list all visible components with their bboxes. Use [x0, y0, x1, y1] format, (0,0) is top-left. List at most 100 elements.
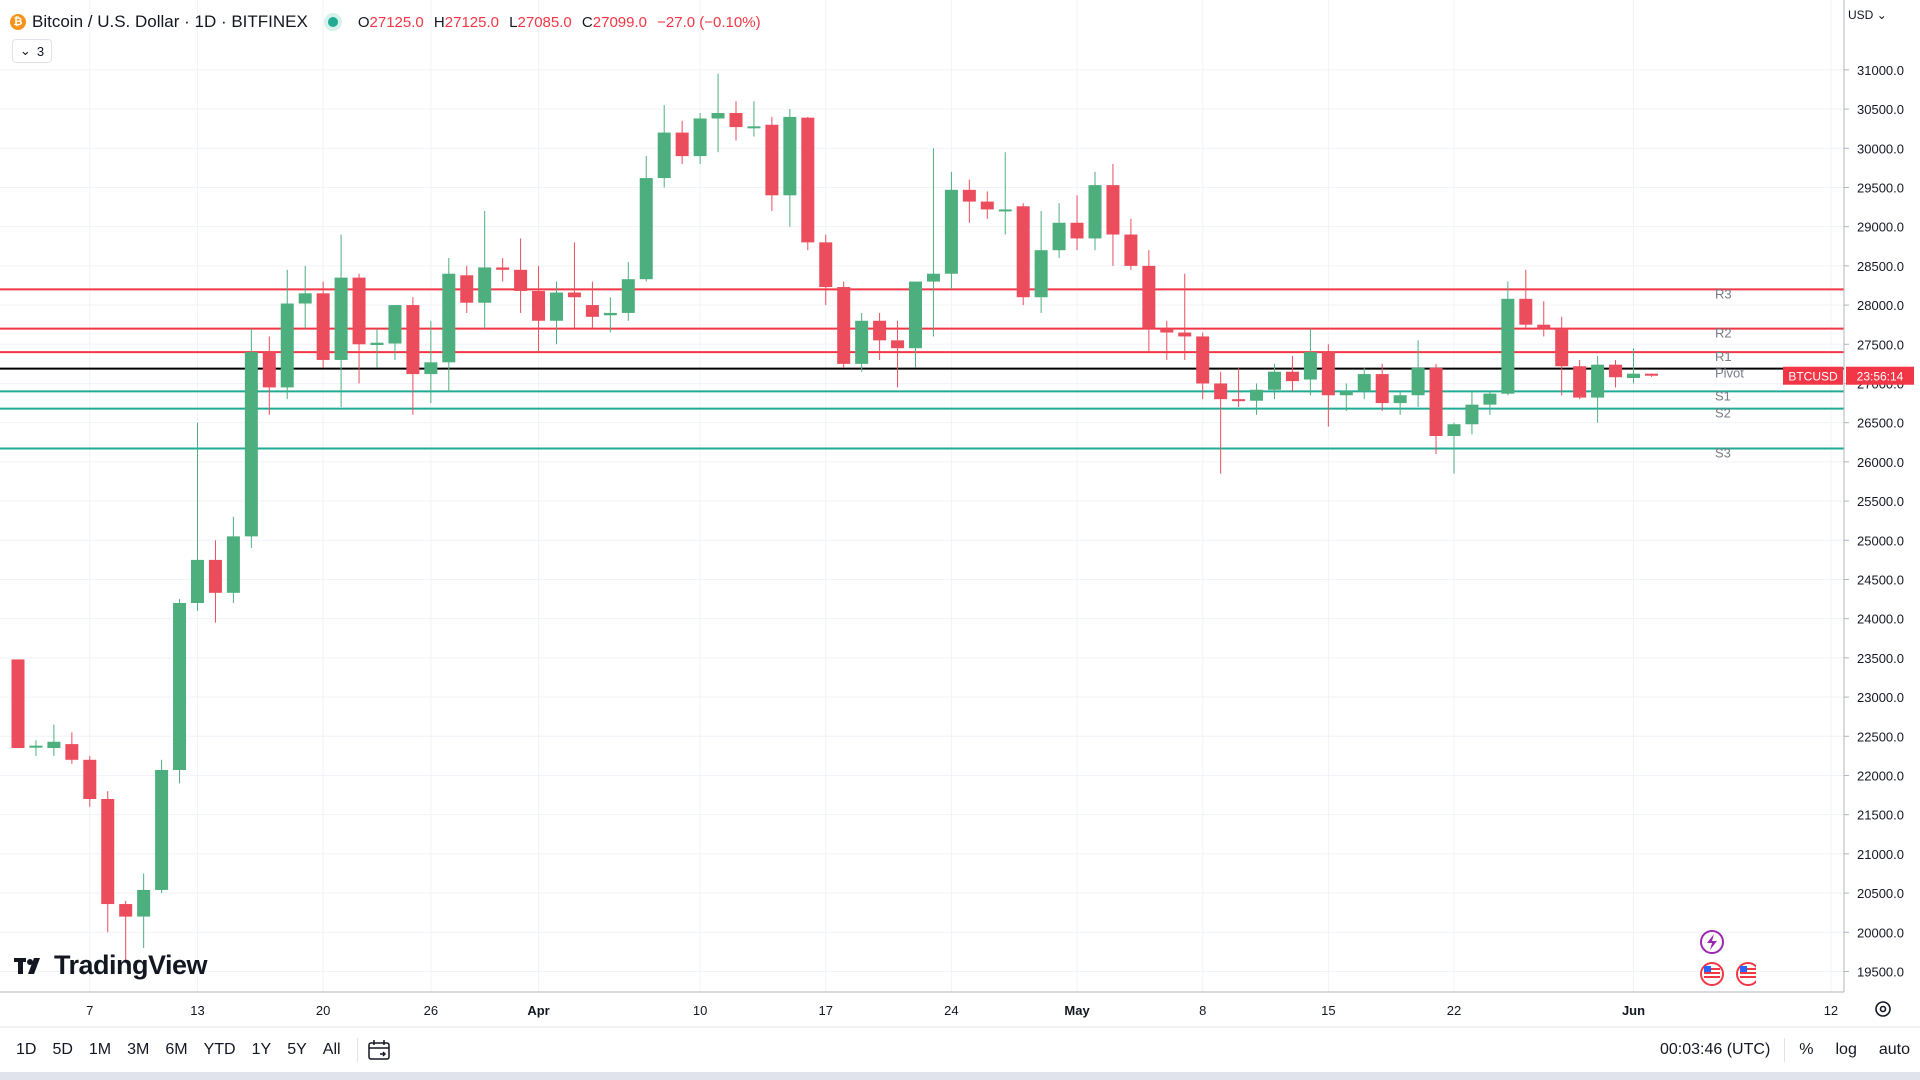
auto-scale-button[interactable]: auto	[1878, 1041, 1910, 1058]
candle-body	[1609, 364, 1623, 378]
candle	[388, 305, 402, 360]
x-tick-label: 8	[1199, 1003, 1206, 1018]
calendar-goto-icon[interactable]	[366, 1038, 392, 1062]
y-tick-label: 24000.0	[1857, 612, 1904, 627]
level-label-s3: S3	[1715, 446, 1731, 461]
y-tick-label: 23000.0	[1857, 690, 1904, 705]
range-button-6m[interactable]: 6M	[165, 1041, 188, 1058]
candle-body	[208, 559, 222, 593]
candle-body	[1411, 367, 1425, 396]
candle-body	[819, 242, 833, 288]
candle-body	[406, 305, 420, 375]
range-button-5d[interactable]: 5D	[52, 1041, 73, 1058]
candle-body	[1196, 336, 1210, 384]
candle-body	[1447, 424, 1461, 437]
change-value: −27.0 (−0.10%)	[657, 13, 761, 31]
candle	[1429, 363, 1443, 455]
chart-axes: 19500.0 20000.0 20500.0 21000.0 21500.0 22000…	[0, 0, 1920, 1028]
open-value: 27125.0	[369, 13, 424, 31]
range-button-1y[interactable]: 1Y	[251, 1041, 272, 1058]
candle-body	[855, 320, 869, 364]
bitcoin-logo-icon: ₿	[10, 14, 26, 30]
candle-body	[711, 113, 725, 119]
us-flag-icon[interactable]	[1736, 962, 1760, 986]
candle	[1375, 363, 1389, 411]
candle-body	[1537, 324, 1551, 329]
candle-body	[1070, 222, 1084, 239]
candle-body	[334, 277, 348, 360]
gear-icon[interactable]	[1872, 998, 1894, 1020]
range-button-1m[interactable]: 1M	[88, 1041, 112, 1058]
lightning-event-icon[interactable]	[1700, 930, 1724, 954]
candle	[1232, 367, 1246, 407]
tradingview-logo-icon	[14, 957, 40, 974]
candle-body	[191, 559, 204, 603]
candle-body	[1124, 234, 1138, 266]
candle	[873, 312, 887, 360]
range-button-5y[interactable]: 5Y	[287, 1041, 307, 1058]
candle-body	[1501, 298, 1515, 394]
open-label: O	[357, 13, 370, 31]
symbol-title[interactable]: Bitcoin / U.S. Dollar · 1D · BITFINEX	[32, 12, 308, 31]
candle-body	[1106, 185, 1120, 235]
market-status-icon[interactable]	[327, 17, 338, 27]
candle	[1285, 356, 1299, 392]
candle-body	[657, 132, 671, 179]
range-button-ytd[interactable]: YTD	[203, 1041, 236, 1058]
candle-body	[532, 290, 546, 321]
candle-body	[998, 209, 1012, 212]
candle	[1357, 367, 1371, 400]
candle-body	[101, 799, 115, 905]
range-button-3m[interactable]: 3M	[127, 1041, 150, 1058]
y-tick-label: 19500.0	[1857, 964, 1904, 979]
candle	[262, 336, 276, 415]
x-tick-label: 7	[86, 1003, 93, 1018]
range-button-all[interactable]: All	[322, 1041, 341, 1058]
y-tick-label: 29000.0	[1857, 220, 1904, 235]
candle-body	[226, 536, 240, 593]
y-tick-label: 25500.0	[1857, 494, 1904, 509]
us-flag-icon[interactable]	[1700, 962, 1724, 986]
y-tick-label: 20500.0	[1857, 886, 1904, 901]
candle	[855, 312, 869, 372]
candle	[65, 732, 79, 764]
symbol-tag-text: BTCUSD	[1788, 370, 1838, 384]
candle-body	[1034, 250, 1048, 298]
log-scale-button[interactable]: log	[1835, 1041, 1857, 1058]
clock-display[interactable]: 00:03:46 (UTC)	[1660, 1041, 1771, 1058]
candle	[1268, 363, 1281, 400]
y-tick-label: 30000.0	[1857, 141, 1904, 156]
percent-scale-button[interactable]: %	[1799, 1041, 1814, 1058]
range-button-1d[interactable]: 1D	[16, 1041, 37, 1058]
candle-body	[1285, 371, 1299, 382]
candle	[532, 265, 546, 353]
candle	[191, 422, 204, 611]
candle	[1214, 371, 1228, 474]
candle	[1519, 269, 1533, 329]
candle	[1573, 359, 1587, 400]
candle	[101, 791, 115, 933]
candle-body	[1321, 352, 1335, 396]
candle-body	[1375, 374, 1389, 404]
candle-body	[1232, 399, 1246, 402]
candle	[496, 258, 510, 282]
candle-body	[1393, 395, 1407, 404]
x-tick-label: 13	[190, 1003, 204, 1018]
indicators-toggle-button[interactable]: ⌄ 3	[12, 39, 52, 63]
currency-selector[interactable]: USD ⌄	[1848, 8, 1887, 22]
candle-body	[621, 279, 635, 313]
candle	[944, 171, 958, 290]
candle-body	[352, 277, 366, 345]
candle-body	[926, 273, 940, 282]
candle-body	[693, 118, 707, 157]
candle-body	[1465, 404, 1479, 425]
candle-body	[550, 292, 563, 321]
candle-body	[1214, 383, 1228, 400]
x-tick-label: Jun	[1622, 1003, 1645, 1018]
candle-body	[567, 292, 581, 298]
candle	[47, 724, 61, 756]
candle-body	[83, 759, 97, 799]
x-tick-label: May	[1064, 1003, 1090, 1018]
candle-body	[1591, 364, 1605, 398]
